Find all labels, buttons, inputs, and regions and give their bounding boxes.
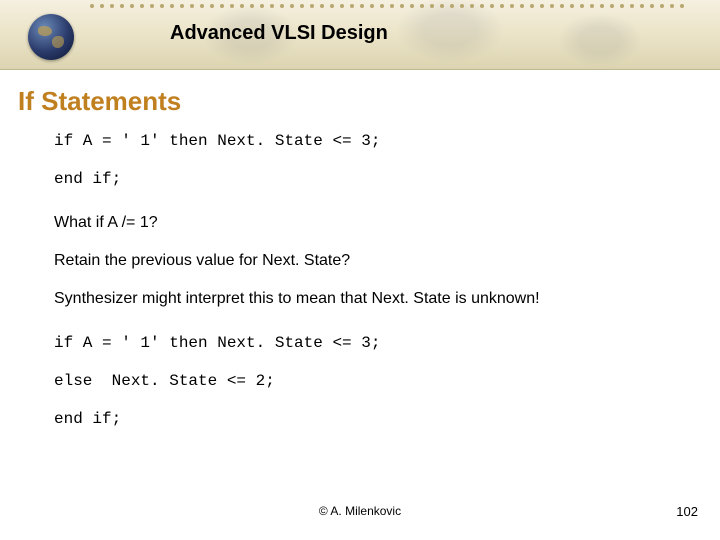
slide-content: if A = ' 1' then Next. State <= 3; end i…: [54, 132, 690, 436]
code-block-1-line-2: end if;: [54, 170, 690, 188]
question-3: Synthesizer might interpret this to mean…: [54, 290, 690, 308]
code-block-2-line-3: end if;: [54, 410, 690, 428]
code-block-2-line-1: if A = ' 1' then Next. State <= 3;: [54, 334, 690, 352]
course-title: Advanced VLSI Design: [170, 22, 388, 45]
code-block-2-line-2: else Next. State <= 2;: [54, 372, 690, 390]
section-title: If Statements: [18, 86, 181, 117]
question-2: Retain the previous value for Next. Stat…: [54, 252, 690, 270]
question-1: What if A /= 1?: [54, 214, 690, 232]
code-block-1-line-1: if A = ' 1' then Next. State <= 3;: [54, 132, 690, 150]
header-dots: [90, 4, 710, 8]
globe-icon: [28, 14, 74, 60]
slide-header: Advanced VLSI Design: [0, 0, 720, 70]
copyright: © A. Milenkovic: [319, 504, 401, 518]
slide-footer: © A. Milenkovic 102: [0, 504, 720, 524]
page-number: 102: [676, 504, 698, 519]
